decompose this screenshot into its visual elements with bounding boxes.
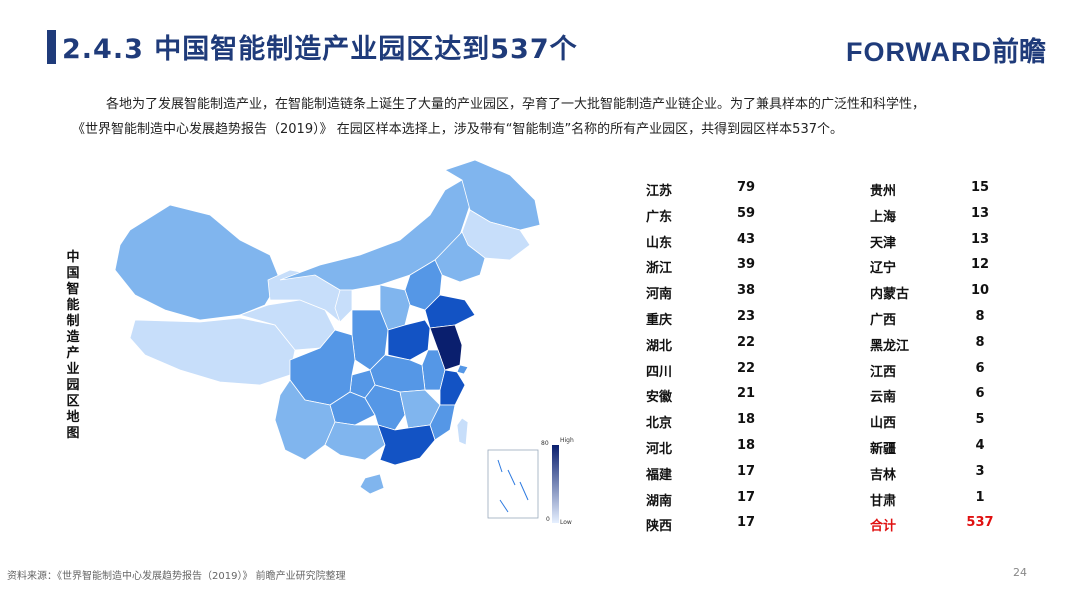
table-row-count: 13 (970, 231, 990, 247)
region-liaoning (434, 231, 486, 283)
table-row-province: 安徽 (646, 390, 673, 406)
brand-cn: 前瞻 (992, 37, 1046, 68)
table-row-province: 北京 (646, 416, 673, 432)
title-accent-bar (47, 30, 56, 64)
table-row-count: 3 (975, 463, 985, 479)
table-row-province: 云南 (870, 390, 897, 406)
table-row-count: 38 (736, 283, 756, 299)
table-row-count: 79 (736, 180, 756, 195)
region-guangxi (324, 421, 386, 461)
table-row-province: 福建 (646, 467, 673, 483)
table-row-count: 43 (736, 231, 756, 247)
table-row-province: 湖南 (646, 493, 673, 509)
region-henan (387, 319, 431, 361)
intro-paragraph: 各地为了发展智能制造产业，在智能制造链条上诞生了大量的产业园区，孕育了一大批智能… (72, 92, 1062, 142)
region-xinjiang (114, 204, 281, 321)
table-row-province: 江苏 (646, 184, 673, 199)
south-china-sea-inset (487, 449, 539, 519)
table-row-province: 上海 (870, 209, 897, 225)
table-row-count: 6 (975, 386, 985, 402)
table-row-province: 甘肃 (870, 493, 897, 509)
intro-line-2: 《世界智能制造中心发展趋势报告（2019）》 在园区样本选择上，涉及带有“智能制… (72, 122, 843, 137)
legend-min-value: 0 (546, 516, 550, 523)
table-row-province: 贵州 (870, 184, 897, 199)
table-row-province: 天津 (870, 235, 897, 251)
table-row-province: 河北 (646, 442, 673, 457)
table-total-count: 537 (966, 515, 994, 531)
brand-logo: FORWARD前瞻 (846, 30, 1046, 69)
page-title: 2.4.3 中国智能制造产业园区达到537个 (62, 34, 578, 65)
table-row-province: 新疆 (870, 442, 897, 457)
table-row-province: 湖北 (646, 338, 673, 354)
page-number: 24 (1013, 566, 1027, 579)
table-row-count: 17 (736, 515, 756, 531)
region-ningxia (334, 289, 353, 323)
table-row-count: 22 (736, 360, 756, 376)
region-taiwan (456, 417, 469, 446)
table-row-count: 23 (736, 309, 756, 324)
table-row-province: 吉林 (870, 467, 897, 483)
table-row-province: 内蒙古 (870, 287, 910, 303)
table-row-province: 重庆 (646, 313, 673, 328)
table-row-province: 山西 (870, 416, 897, 432)
legend-low-label: Low (560, 519, 572, 526)
table-row-province: 陕西 (646, 519, 673, 535)
table-row-count: 18 (736, 412, 756, 428)
table-row-province: 浙江 (646, 261, 673, 277)
source-note: 资料来源：《世界智能制造中心发展趋势报告（2019）》 前瞻产业研究院整理 (7, 571, 346, 582)
legend-gradient-bar (552, 445, 559, 523)
table-row-count: 8 (975, 309, 985, 324)
legend-high-label: High (560, 437, 574, 444)
table-row-count: 4 (975, 438, 985, 453)
table-row-count: 1 (975, 489, 985, 505)
table-row-count: 6 (975, 360, 985, 376)
region-guangdong (377, 424, 436, 466)
intro-line-1: 各地为了发展智能制造产业，在智能制造链条上诞生了大量的产业园区，孕育了一大批智能… (106, 97, 926, 112)
table-row-province: 黑龙江 (870, 338, 910, 354)
table-row-count: 12 (970, 257, 990, 273)
table-row-count: 10 (970, 283, 990, 299)
region-yunnan (274, 379, 336, 461)
region-heilongjiang (444, 160, 541, 231)
table-row-count: 17 (736, 463, 756, 479)
table-row-province: 广东 (646, 209, 673, 225)
table-row-province: 河南 (646, 287, 673, 303)
table-row-province: 山东 (646, 235, 673, 251)
region-hunan (364, 384, 406, 431)
table-total-province: 合计 (870, 519, 897, 535)
map-vertical-label: 中国智能制造产业园区地图 (66, 250, 80, 441)
table-row-count: 22 (736, 334, 756, 350)
china-choropleth-map (114, 160, 559, 523)
region-tibet (129, 317, 296, 386)
legend-max-value: 80 (541, 440, 549, 447)
table-row-province: 广西 (870, 313, 897, 328)
table-row-count: 18 (736, 438, 756, 453)
table-row-province: 四川 (646, 364, 673, 380)
table-row-count: 21 (736, 386, 756, 402)
region-shanghai (456, 364, 469, 375)
table-row-count: 17 (736, 489, 756, 505)
table-row-province: 辽宁 (870, 261, 897, 277)
region-zhejiang (439, 369, 466, 406)
table-row-count: 13 (970, 205, 990, 221)
region-hainan (359, 473, 385, 495)
table-row-count: 15 (970, 180, 990, 195)
table-row-count: 8 (975, 334, 985, 350)
sea-island-marks (497, 459, 529, 513)
brand-latin: FORWARD (846, 37, 992, 67)
table-row-province: 江西 (870, 364, 897, 380)
table-row-count: 5 (975, 412, 985, 428)
table-row-count: 59 (736, 205, 756, 221)
table-row-count: 39 (736, 257, 756, 273)
